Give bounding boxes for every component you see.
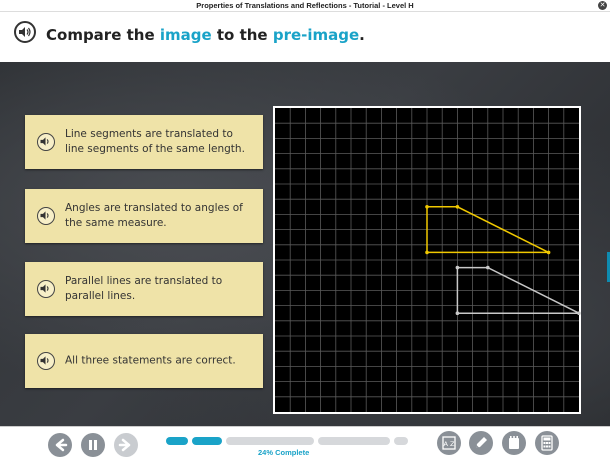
pencil-icon	[476, 437, 487, 448]
prompt-image-term: image	[159, 26, 212, 44]
progress-segment-complete	[166, 437, 188, 445]
progress-segment-complete	[192, 437, 222, 445]
progress-segment	[394, 437, 408, 445]
question-header: Compare the image to the pre-image.	[0, 12, 610, 62]
answer-choice-1[interactable]: Line segments are translated to line seg…	[25, 115, 263, 169]
preimage-trapezoid-vertex	[486, 265, 490, 270]
read-aloud-choice-button[interactable]	[37, 207, 55, 225]
arrow-left-icon	[55, 438, 68, 452]
image-trapezoid-vertex	[546, 250, 551, 255]
notepad-icon	[509, 436, 519, 449]
footer-bar: 24% Complete A Z	[0, 426, 610, 459]
highlighter-button[interactable]	[469, 431, 493, 455]
notepad-button[interactable]	[502, 431, 526, 455]
prompt-text: Compare the	[46, 26, 160, 44]
progress-label: 24% Complete	[258, 448, 310, 457]
glossary-button[interactable]: A Z	[437, 431, 461, 455]
answer-choice-3[interactable]: Parallel lines are translated to paralle…	[25, 262, 263, 316]
speaker-icon	[19, 27, 31, 37]
read-aloud-prompt-button[interactable]	[14, 21, 36, 43]
read-aloud-choice-button[interactable]	[37, 352, 55, 370]
choice-text: All three statements are correct.	[65, 354, 236, 367]
pause-button[interactable]	[81, 433, 105, 457]
window-title: Properties of Translations and Reflectio…	[196, 1, 414, 10]
image-trapezoid-vertex	[425, 205, 429, 209]
choice-text: Angles are translated to angles of the s…	[65, 202, 243, 229]
grid-lines	[275, 108, 579, 412]
speaker-icon	[40, 284, 49, 293]
calculator-button[interactable]	[535, 431, 559, 455]
calculator-icon	[541, 435, 553, 451]
arrow-right-icon	[118, 438, 131, 452]
window-titlebar: Properties of Translations and Reflectio…	[0, 0, 610, 12]
prompt-heading: Compare the image to the pre-image.	[46, 26, 365, 44]
choice-text: Parallel lines are translated to paralle…	[65, 275, 223, 302]
preimage-trapezoid-vertex	[577, 311, 581, 315]
prompt-preimage-term: pre-image	[272, 26, 360, 44]
back-button[interactable]	[48, 433, 72, 457]
grid-canvas	[273, 106, 581, 414]
speaker-icon	[40, 137, 49, 146]
image-trapezoid-vertex	[425, 250, 429, 255]
answer-choice-2[interactable]: Angles are translated to angles of the s…	[25, 189, 263, 243]
speaker-icon	[40, 356, 49, 365]
figures	[425, 205, 581, 315]
prompt-text: .	[359, 26, 365, 44]
progress-segment	[226, 437, 314, 445]
grid-border	[273, 106, 581, 414]
read-aloud-choice-button[interactable]	[37, 133, 55, 151]
prompt-text: to the	[211, 26, 273, 44]
speaker-icon	[40, 211, 49, 220]
preimage-trapezoid-vertex	[455, 265, 460, 270]
pause-icon	[89, 440, 97, 450]
image-trapezoid-vertex	[455, 205, 460, 209]
svg-text:A Z: A Z	[444, 440, 456, 448]
coordinate-grid	[273, 106, 581, 414]
side-tab[interactable]	[607, 252, 610, 282]
close-button[interactable]: ✕	[598, 1, 607, 10]
choice-text: Line segments are translated to line seg…	[65, 128, 245, 155]
forward-button[interactable]	[114, 433, 138, 457]
progress-segment	[318, 437, 390, 445]
read-aloud-choice-button[interactable]	[37, 280, 55, 298]
glossary-az-icon: A Z	[442, 436, 456, 450]
preimage-trapezoid-vertex	[455, 311, 460, 315]
answer-choice-4[interactable]: All three statements are correct.	[25, 334, 263, 388]
